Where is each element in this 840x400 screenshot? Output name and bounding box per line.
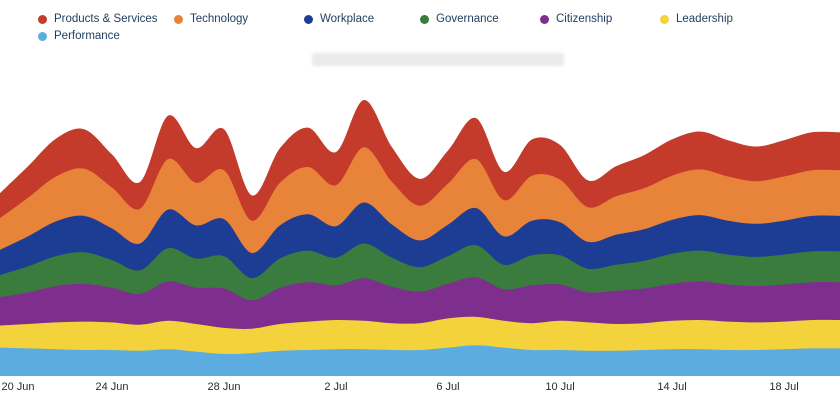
x-axis-tick: 24 Jun: [95, 381, 129, 393]
blurred-title: [312, 53, 564, 66]
legend-row: Products & Services Technology Workplace Go…: [38, 13, 761, 25]
legend-item-products-services[interactable]: Products & Services: [38, 13, 166, 25]
legend: Products & Services Technology Workplace Go…: [38, 13, 761, 47]
legend-label: Products & Services: [54, 13, 158, 25]
x-axis-tick: 10 Jul: [545, 381, 575, 393]
x-axis-tick: 14 Jul: [657, 381, 687, 393]
legend-item-leadership[interactable]: Leadership: [660, 13, 733, 25]
area-series-performance: [0, 345, 840, 376]
legend-item-technology[interactable]: Technology: [174, 13, 296, 25]
legend-dot: [38, 31, 47, 41]
legend-dot: [420, 14, 429, 24]
legend-item-performance[interactable]: Performance: [38, 30, 166, 42]
legend-dot: [660, 14, 669, 24]
legend-label: Citizenship: [556, 13, 613, 25]
x-axis-tick: 2 Jul: [324, 381, 348, 393]
legend-label: Technology: [190, 13, 249, 25]
legend-dot: [38, 14, 47, 24]
legend-label: Workplace: [320, 13, 375, 25]
legend-item-governance[interactable]: Governance: [420, 13, 532, 25]
x-axis-tick: 28 Jun: [207, 381, 241, 393]
legend-label: Leadership: [676, 13, 733, 25]
x-axis: 20 Jun 24 Jun 28 Jun 2 Jul 6 Jul 10 Jul 14 Jul…: [0, 381, 840, 399]
x-axis-tick: 20 Jun: [1, 381, 35, 393]
legend-item-citizenship[interactable]: Citizenship: [540, 13, 652, 25]
legend-row: Performance: [38, 30, 761, 42]
legend-item-workplace[interactable]: Workplace: [304, 13, 412, 25]
legend-label: Governance: [436, 13, 499, 25]
legend-dot: [174, 14, 183, 24]
x-axis-tick: 18 Jul: [769, 381, 799, 393]
legend-label: Performance: [54, 30, 120, 42]
x-axis-tick: 6 Jul: [436, 381, 460, 393]
legend-dot: [540, 14, 549, 24]
legend-dot: [304, 14, 313, 24]
